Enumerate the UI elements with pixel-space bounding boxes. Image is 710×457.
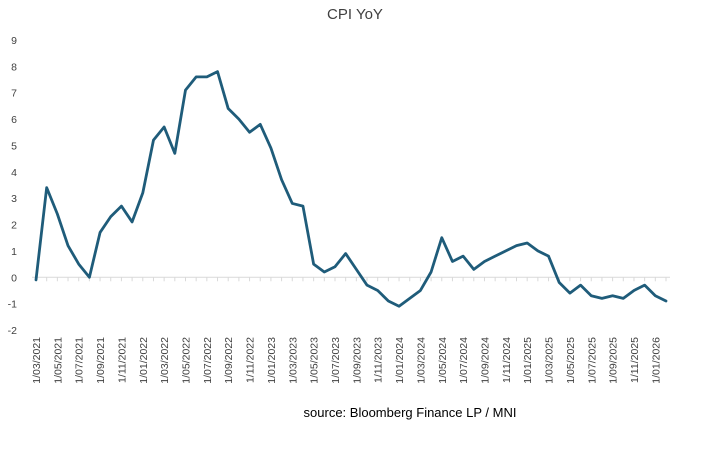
- y-tick-label: 7: [11, 88, 17, 100]
- x-tick-label: 1/03/2021: [31, 337, 43, 384]
- x-tick-label: 1/03/2023: [287, 337, 299, 384]
- x-tick-label: 1/03/2025: [544, 337, 556, 384]
- x-tick-label: 1/07/2021: [74, 337, 86, 384]
- x-tick-label: 1/09/2023: [351, 337, 363, 384]
- x-tick-label: 1/11/2023: [373, 337, 385, 383]
- x-tick-label: 1/05/2023: [309, 337, 321, 384]
- y-tick-label: 1: [11, 246, 17, 258]
- x-tick-label: 1/07/2022: [202, 337, 214, 384]
- x-tick-label: 1/09/2021: [95, 337, 107, 384]
- x-tick-label: 1/11/2021: [116, 337, 128, 383]
- x-tick-label: 1/01/2024: [394, 337, 406, 384]
- x-tick-label: 1/03/2024: [415, 337, 427, 384]
- x-tick-label: 1/05/2021: [52, 337, 64, 384]
- y-axis: -2 -1 0 1 2 3 4 5 6 7 8 9: [8, 35, 18, 337]
- x-axis: 1/03/2021 1/05/2021 1/07/2021 1/09/2021 1/11…: [31, 276, 670, 384]
- x-tick-label: 1/11/2024: [501, 337, 513, 383]
- x-tick-label: 1/05/2022: [180, 337, 192, 384]
- series-line: [34, 70, 668, 308]
- x-tick-label: 1/03/2022: [159, 337, 171, 384]
- x-tick-label: 1/07/2024: [458, 337, 470, 384]
- x-tick-label: 1/01/2025: [522, 337, 534, 384]
- y-tick-label: 0: [11, 272, 17, 284]
- plot-area: [34, 70, 668, 308]
- x-tick-label: 1/09/2022: [223, 337, 235, 384]
- x-tick-label: 1/05/2025: [565, 337, 577, 384]
- x-tick-label: 1/11/2025: [629, 337, 641, 383]
- x-tick-label: 1/01/2026: [650, 337, 662, 384]
- chart-title: CPI YoY: [327, 6, 383, 23]
- x-tick-label: 1/05/2024: [437, 337, 449, 384]
- y-tick-label: 9: [11, 35, 17, 47]
- y-tick-label: -2: [8, 325, 17, 337]
- y-tick-label: -1: [8, 299, 17, 311]
- x-tick-label: 1/01/2023: [266, 337, 278, 384]
- x-tick-label: 1/11/2022: [245, 337, 257, 383]
- x-tick-label: 1/01/2022: [138, 337, 150, 384]
- x-tick-label: 1/07/2023: [330, 337, 342, 384]
- y-tick-label: 8: [11, 61, 17, 73]
- x-tick-label: 1/09/2024: [479, 337, 491, 384]
- y-tick-label: 5: [11, 140, 17, 152]
- x-tick-label: 1/07/2025: [586, 337, 598, 384]
- y-tick-label: 3: [11, 193, 17, 205]
- y-tick-label: 4: [11, 167, 17, 179]
- source-note: source: Bloomberg Finance LP / MNI: [303, 405, 517, 420]
- x-tick-label: 1/09/2025: [608, 337, 620, 384]
- y-tick-label: 6: [11, 114, 17, 126]
- y-tick-label: 2: [11, 220, 17, 232]
